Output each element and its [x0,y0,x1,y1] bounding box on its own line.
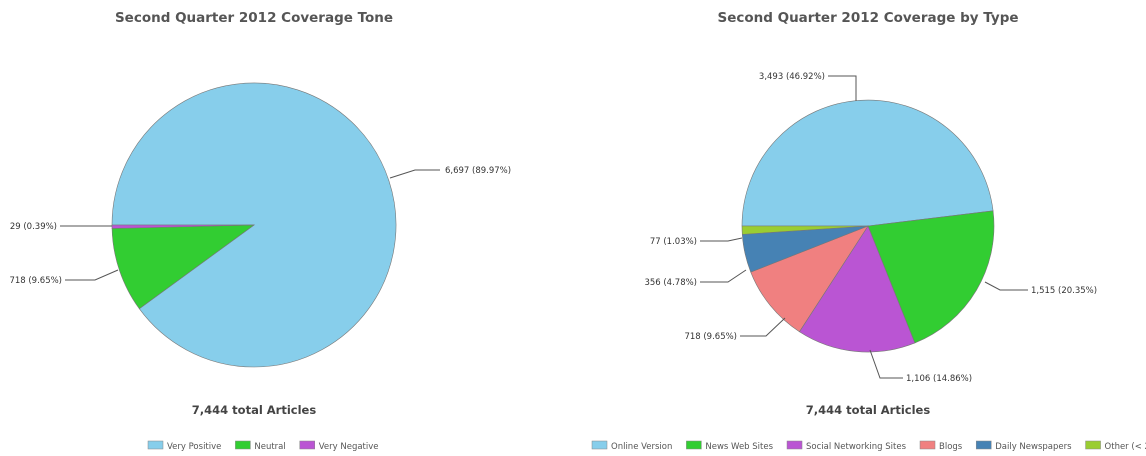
legend-item-neutral: Neutral [235,440,286,452]
legend-label: Very Negative [319,442,379,452]
legend-label: Social Networking Sites [806,442,907,452]
pie-slice-neutral [111,224,255,310]
legend-item-daily-newspapers: Daily Newspapers [975,440,1072,452]
pie-slice-blogs [750,225,869,333]
leader-line-blogs [740,317,786,337]
type-pie: 3,493 (46.92%) 1,515 (20.35%) 1,106 (14.86… [644,72,1097,384]
tone-legend: Very Positive Neutral Very Negative [147,440,379,452]
data-label-daily-newspapers: 356 (4.78%) [644,278,697,288]
data-label-online-version: 3,493 (46.92%) [759,72,825,82]
data-label-other-2: 77 (1.03%) [650,237,697,247]
type-legend: Online Version News Web Sites Social Netwo… [591,440,1146,452]
data-label-neutral: 718 (9.65%) [9,276,62,286]
leader-line-other-2 [700,237,743,242]
legend-item-blogs: Blogs [919,440,963,452]
leader-line-online-version [828,75,857,101]
tone-pie: 6,697 (89.97%) 718 (9.65%) 29 (0.39%) [9,82,511,368]
legend-swatch [975,440,992,450]
type-total-label: 7,444 total Articles [806,403,931,417]
pie-slice-very-negative [111,224,255,229]
legend-swatch [299,440,316,450]
leader-line-social-networking-sites [869,349,903,379]
legend-swatch [147,440,164,450]
legend-item-very-positive: Very Positive [147,440,221,452]
data-label-news-web-sites: 1,515 (20.35%) [1031,286,1097,296]
tone-chart-title: Second Quarter 2012 Coverage Tone [115,10,393,26]
legend-label: Online Version [611,442,672,452]
type-chart-title: Second Quarter 2012 Coverage by Type [717,10,1018,26]
pie-slice-other-2 [741,225,869,235]
legend-item-other-2: Other (< 2%) [1085,440,1146,452]
leader-line-neutral [65,269,119,281]
legend-label: Blogs [939,442,963,452]
legend-swatch [591,440,608,450]
legend-label: Daily Newspapers [995,442,1072,452]
legend-label: Neutral [254,442,285,452]
legend-label: Very Positive [167,442,221,452]
legend-swatch [235,440,251,450]
leader-line-news-web-sites [984,281,1028,291]
legend-swatch [786,440,803,450]
data-label-very-negative: 29 (0.39%) [10,222,57,232]
legend-label: Other (< 2%) [1105,442,1146,452]
legend-item-news-web-sites: News Web Sites [686,440,774,452]
legend-item-social-networking-sites: Social Networking Sites [786,440,907,452]
legend-item-online-version: Online Version [591,440,672,452]
legend-item-very-negative: Very Negative [299,440,379,452]
pie-slice-news-web-sites [867,210,995,344]
data-label-social-networking-sites: 1,106 (14.86%) [906,374,972,384]
leader-line-very-positive [389,169,440,179]
legend-swatch [686,440,702,450]
legend-swatch [1085,440,1101,450]
type-chart: Second Quarter 2012 Coverage by Type 3,4… [591,10,1146,452]
pie-slice-online-version [741,99,994,227]
legend-label: News Web Sites [705,442,773,452]
legend-swatch [919,440,936,450]
leader-line-daily-newspapers [700,269,747,283]
tone-total-label: 7,444 total Articles [192,403,317,417]
data-label-very-positive: 6,697 (89.97%) [445,166,511,176]
pie-slice-social-networking-sites [799,225,916,353]
data-label-blogs: 718 (9.65%) [684,332,737,342]
tone-chart: Second Quarter 2012 Coverage Tone 6,697 … [9,10,511,452]
